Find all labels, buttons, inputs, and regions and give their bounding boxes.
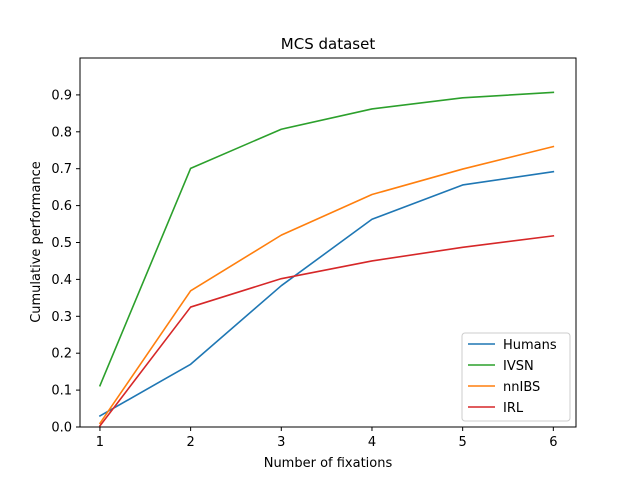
y-tick-label: 0.0 — [51, 421, 72, 436]
x-tick-label: 4 — [368, 435, 376, 450]
legend: Humans IVSN nnIBS IRL — [461, 332, 571, 422]
series-line-irl — [98, 234, 555, 428]
legend-label-nnibs: nnIBS — [503, 380, 540, 395]
series-line-ivsn — [98, 91, 555, 387]
y-tick-label: 0.8 — [51, 125, 72, 140]
y-tick-label: 0.1 — [51, 384, 72, 399]
x-tick-label: 6 — [549, 435, 557, 450]
y-tick-label: 0.2 — [51, 347, 72, 362]
legend-label-ivsn: IVSN — [503, 359, 534, 374]
y-tick-label: 0.5 — [51, 236, 72, 251]
chart-title: MCS dataset — [281, 35, 376, 53]
plot-lines — [98, 91, 555, 428]
legend-label-irl: IRL — [503, 401, 524, 416]
y-axis-label: Cumulative performance — [29, 161, 44, 323]
y-tick-label: 0.4 — [51, 273, 72, 288]
y-tick-label: 0.9 — [51, 88, 72, 103]
x-axis: 1 2 3 4 5 6 — [96, 427, 557, 450]
x-tick-label: 3 — [277, 435, 285, 450]
x-tick-label: 5 — [459, 435, 467, 450]
y-tick-label: 0.6 — [51, 199, 72, 214]
x-tick-label: 1 — [96, 435, 104, 450]
legend-box — [461, 332, 571, 422]
x-axis-label: Number of fixations — [264, 456, 393, 471]
y-tick-label: 0.7 — [51, 162, 72, 177]
series-line-humans — [98, 170, 555, 418]
y-axis: 0.0 0.1 0.2 0.3 0.4 0.5 0.6 0.7 0.8 0.9 — [51, 88, 80, 436]
x-tick-label: 2 — [186, 435, 194, 450]
y-tick-label: 0.3 — [51, 310, 72, 325]
series-line-nnibs — [98, 145, 555, 425]
legend-label-humans: Humans — [503, 338, 557, 353]
